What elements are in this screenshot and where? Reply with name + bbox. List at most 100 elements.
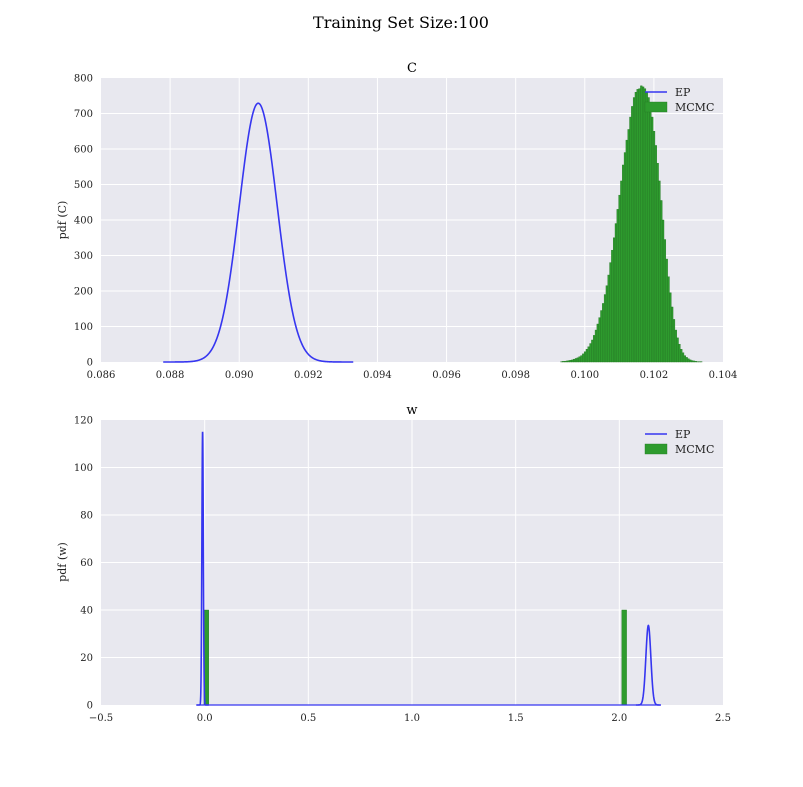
- chart-c-ytick-label: 500: [74, 180, 93, 191]
- chart-c-mcmc-bar: [619, 195, 621, 362]
- chart-c-mcmc-bar: [568, 361, 570, 362]
- chart-c-mcmc-bar: [686, 357, 688, 362]
- chart-c-ytick-label: 700: [74, 109, 93, 120]
- chart-c-mcmc-bar: [601, 311, 603, 362]
- chart-c-mcmc-bar: [610, 263, 612, 362]
- chart-c-mcmc-bar: [695, 361, 697, 362]
- chart-c-mcmc-bar: [680, 349, 682, 362]
- chart-c-mcmc-bar: [668, 277, 670, 362]
- chart-c-mcmc-bar: [693, 361, 695, 362]
- chart-c-xtick-label: 0.096: [432, 370, 461, 381]
- chart-c-mcmc-bar: [691, 361, 693, 362]
- chart-c-mcmc-bar: [622, 165, 624, 362]
- chart-c-mcmc-bar: [573, 359, 575, 362]
- chart-w-ytick-label: 20: [80, 653, 93, 664]
- chart-c-mcmc-bar: [591, 340, 593, 362]
- chart-w-ytick-label: 40: [80, 606, 93, 617]
- chart-c-mcmc-bar: [624, 153, 626, 362]
- chart-c-mcmc-bar: [586, 349, 588, 362]
- chart-c-xtick-label: 0.088: [156, 370, 185, 381]
- chart-c-mcmc-bar: [655, 145, 657, 362]
- chart-w-xtick-label: 1.5: [508, 713, 524, 724]
- chart-c-mcmc-bar: [608, 275, 610, 362]
- chart-w-xtick-label: 0.5: [300, 713, 316, 724]
- chart-c-mcmc-bar: [606, 286, 608, 362]
- chart-c-ylabel: pdf (C): [56, 201, 69, 240]
- chart-c-mcmc-bar: [675, 330, 677, 362]
- chart-c-mcmc-bar: [682, 353, 684, 362]
- chart-c-mcmc-bar: [673, 319, 675, 362]
- chart-c-mcmc-bar: [649, 106, 651, 362]
- chart-c-mcmc-bar: [642, 87, 644, 362]
- chart-c-mcmc-bar: [581, 356, 583, 362]
- chart-c-mcmc-bar: [582, 354, 584, 362]
- chart-c-mcmc-bar: [669, 293, 671, 362]
- chart-c-xtick-label: 0.098: [501, 370, 530, 381]
- chart-c-mcmc-bar: [575, 358, 577, 362]
- chart-c-mcmc-bar: [635, 92, 637, 362]
- chart-c-xtick-label: 0.092: [294, 370, 323, 381]
- chart-c-mcmc-bar: [611, 250, 613, 362]
- chart-c-xtick-label: 0.086: [87, 370, 116, 381]
- chart-c-mcmc-bar: [577, 358, 579, 362]
- chart-c-mcmc-bar: [588, 347, 590, 362]
- chart-c-mcmc-bar: [613, 238, 615, 362]
- chart-c-mcmc-bar: [651, 117, 653, 362]
- chart-c-xtick-label: 0.104: [709, 370, 738, 381]
- chart-c-mcmc-bar: [626, 140, 628, 362]
- chart-c-mcmc-bar: [646, 92, 648, 362]
- chart-c-mcmc-bar: [640, 86, 642, 362]
- chart-c-ytick-label: 300: [74, 251, 93, 262]
- chart-c-mcmc-bar: [660, 200, 662, 362]
- chart-c-legend-ep-label: EP: [675, 86, 691, 99]
- chart-c-mcmc-bar: [689, 360, 691, 362]
- chart-w-ytick-label: 80: [80, 511, 93, 522]
- chart-w-mcmc-bar: [622, 610, 627, 705]
- chart-c-mcmc-bar: [593, 335, 595, 362]
- chart-w-ytick-label: 120: [74, 416, 93, 427]
- chart-c-mcmc-bar: [630, 117, 632, 362]
- chart-c-title: C: [407, 61, 417, 76]
- chart-c-mcmc-bar: [644, 89, 646, 362]
- chart-c-ytick-label: 800: [74, 74, 93, 85]
- chart-c-mcmc-bar: [602, 303, 604, 362]
- chart-c-mcmc-bar: [666, 259, 668, 362]
- chart-w-xtick-label: 2.0: [611, 713, 627, 724]
- chart-c-ytick-label: 600: [74, 145, 93, 156]
- chart-c-mcmc-bar: [633, 98, 635, 362]
- chart-c-xtick-label: 0.094: [363, 370, 392, 381]
- chart-c-mcmc-bar: [570, 360, 572, 362]
- chart-w-legend-mcmc-label: MCMC: [675, 443, 714, 456]
- chart-w-ytick-label: 0: [87, 701, 93, 712]
- chart-w-xtick-label: 2.5: [715, 713, 731, 724]
- chart-c-mcmc-bar: [659, 181, 661, 362]
- chart-c-mcmc-bar: [671, 307, 673, 362]
- chart-c-mcmc-bar: [595, 330, 597, 362]
- chart-c-mcmc-bar: [631, 106, 633, 362]
- chart-w-xtick-label: −0.5: [89, 713, 113, 724]
- chart-c-mcmc-bar: [653, 131, 655, 362]
- chart-c-mcmc-bar: [664, 240, 666, 362]
- chart-c-mcmc-bar: [684, 356, 686, 362]
- chart-w-legend-ep-label: EP: [675, 428, 691, 441]
- chart-c-xtick-label: 0.102: [640, 370, 669, 381]
- chart-c-mcmc-bar: [688, 359, 690, 362]
- chart-c-mcmc-bar: [597, 324, 599, 362]
- chart-c-mcmc-bar: [604, 295, 606, 362]
- chart-c-mcmc-bar: [590, 344, 592, 362]
- chart-c-mcmc-bar: [662, 220, 664, 362]
- chart-w-ytick-label: 100: [74, 463, 93, 474]
- chart-c-ytick-label: 0: [87, 358, 93, 369]
- chart-w-xtick-label: 1.0: [404, 713, 420, 724]
- chart-c-mcmc-bar: [615, 224, 617, 362]
- chart-w-ylabel: pdf (w): [56, 542, 69, 582]
- chart-c-mcmc-bar: [620, 181, 622, 362]
- chart-c-legend-mcmc-swatch: [645, 102, 667, 112]
- chart-c-ytick-label: 400: [74, 216, 93, 227]
- chart-c-ytick-label: 100: [74, 322, 93, 333]
- chart-w-legend-mcmc-swatch: [645, 444, 667, 454]
- chart-c-mcmc-bar: [579, 357, 581, 362]
